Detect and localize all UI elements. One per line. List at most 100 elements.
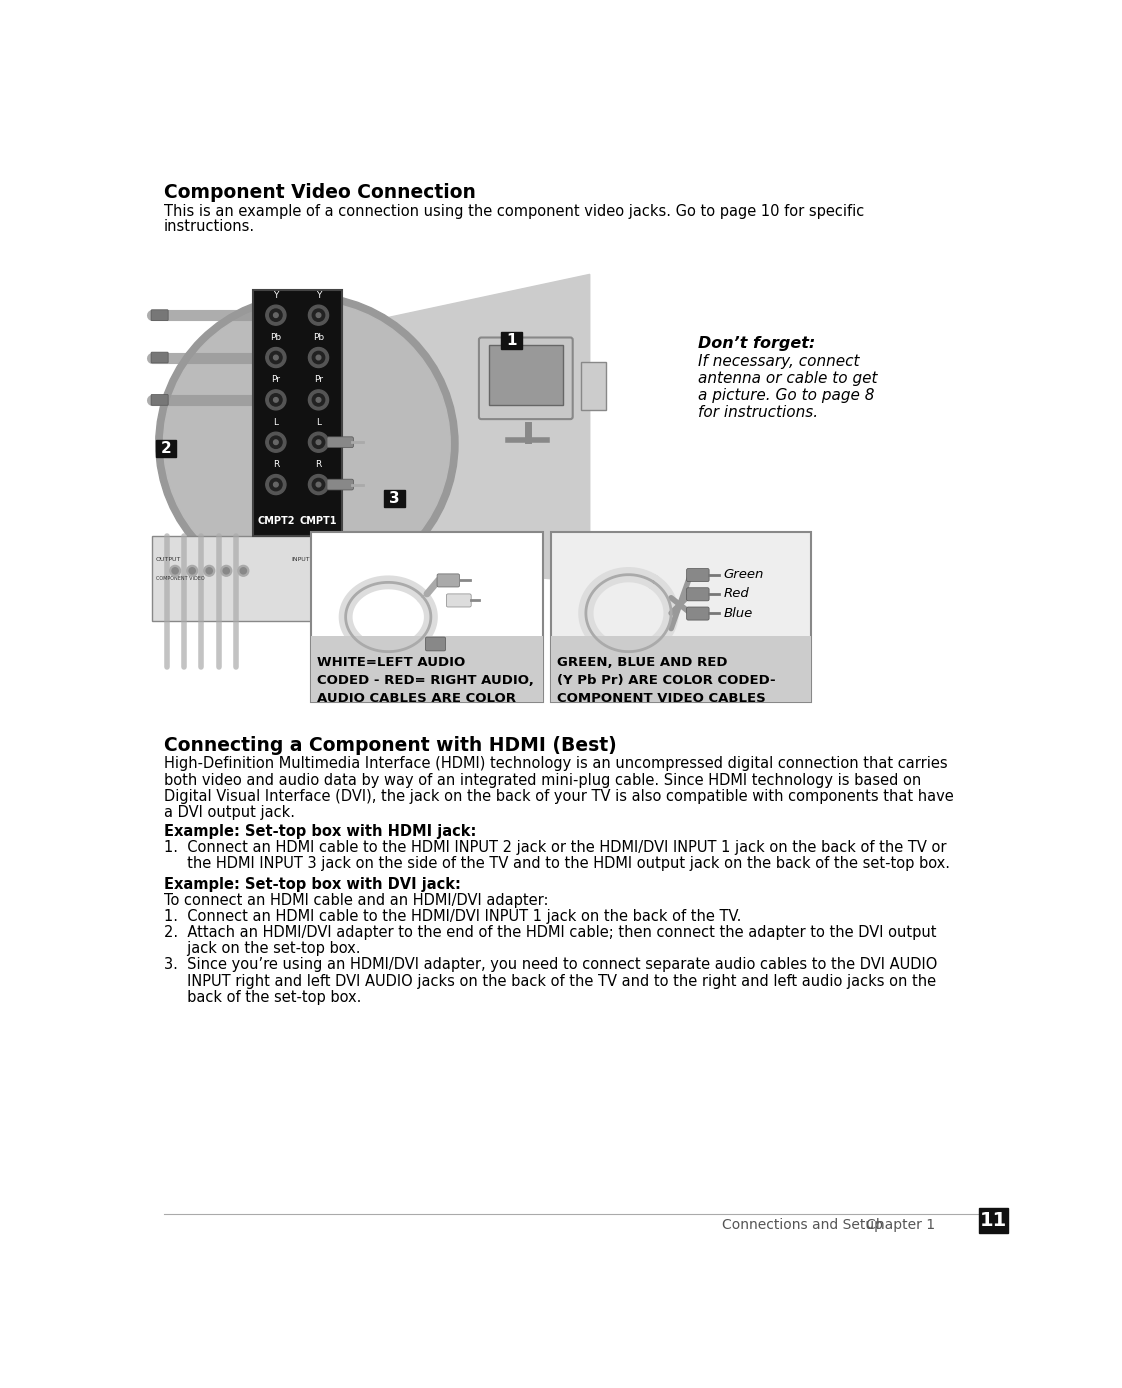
Text: VIDEO  L  AUDIO  R  S-VIDEO: VIDEO L AUDIO R S-VIDEO xyxy=(322,547,401,552)
Text: Pr: Pr xyxy=(314,376,323,384)
Text: Don’t forget:: Don’t forget: xyxy=(698,336,816,351)
Circle shape xyxy=(223,568,229,573)
Text: 2: 2 xyxy=(160,441,172,455)
FancyBboxPatch shape xyxy=(551,636,810,702)
Circle shape xyxy=(321,565,332,576)
Text: Connecting a Component with HDMI (Best): Connecting a Component with HDMI (Best) xyxy=(164,737,616,755)
Circle shape xyxy=(164,301,450,586)
Text: AUDIO CABLES ARE COLOR: AUDIO CABLES ARE COLOR xyxy=(316,693,516,705)
Text: INPUT right and left DVI AUDIO jacks on the back of the TV and to the right and : INPUT right and left DVI AUDIO jacks on … xyxy=(164,973,936,988)
Circle shape xyxy=(309,432,329,452)
Text: 2.  Attach an HDMI/DVI adapter to the end of the HDMI cable; then connect the ad: 2. Attach an HDMI/DVI adapter to the end… xyxy=(164,924,936,940)
Circle shape xyxy=(221,565,232,576)
Circle shape xyxy=(309,305,329,325)
Text: 1.  Connect an HDMI cable to the HDMI/DVI INPUT 1 jack on the back of the TV.: 1. Connect an HDMI cable to the HDMI/DVI… xyxy=(164,909,741,924)
Circle shape xyxy=(316,397,321,403)
Text: This is an example of a connection using the component video jacks. Go to page 1: This is an example of a connection using… xyxy=(164,204,864,218)
Text: R: R xyxy=(273,461,279,469)
Circle shape xyxy=(266,432,286,452)
Circle shape xyxy=(269,310,282,322)
Text: White: White xyxy=(482,594,519,607)
FancyBboxPatch shape xyxy=(438,573,460,587)
Circle shape xyxy=(312,479,324,491)
Circle shape xyxy=(190,568,195,573)
Text: (Y Pb Pr) ARE COLOR CODED-: (Y Pb Pr) ARE COLOR CODED- xyxy=(558,675,775,687)
Text: back of the set-top box.: back of the set-top box. xyxy=(164,990,361,1005)
Text: CMPT1: CMPT1 xyxy=(300,516,338,526)
Text: To connect an HDMI cable and an HDMI/DVI adapter:: To connect an HDMI cable and an HDMI/DVI… xyxy=(164,892,548,908)
Circle shape xyxy=(269,351,282,364)
Circle shape xyxy=(269,394,282,407)
Text: Example: Set-top box with DVI jack:: Example: Set-top box with DVI jack: xyxy=(164,876,460,891)
Circle shape xyxy=(337,565,347,576)
Text: a DVI output jack.: a DVI output jack. xyxy=(164,805,294,820)
Text: Example: Set-top box with HDMI jack:: Example: Set-top box with HDMI jack: xyxy=(164,824,476,840)
Circle shape xyxy=(312,310,324,322)
FancyBboxPatch shape xyxy=(327,479,353,490)
Text: 1: 1 xyxy=(506,333,517,348)
Text: CMPT2: CMPT2 xyxy=(257,516,295,526)
Text: L: L xyxy=(274,418,278,428)
Text: a picture. Go to page 8: a picture. Go to page 8 xyxy=(698,389,875,404)
Text: High-Definition Multimedia Interface (HDMI) technology is an uncompressed digita: High-Definition Multimedia Interface (HD… xyxy=(164,756,947,772)
Circle shape xyxy=(206,568,212,573)
Text: Red: Red xyxy=(473,573,498,587)
FancyBboxPatch shape xyxy=(385,490,405,507)
Circle shape xyxy=(266,305,286,325)
FancyBboxPatch shape xyxy=(978,1209,1009,1233)
Text: 3: 3 xyxy=(389,491,399,507)
Text: 3.  Since you’re using an HDMI/DVI adapter, you need to connect separate audio c: 3. Since you’re using an HDMI/DVI adapte… xyxy=(164,958,937,973)
Text: Pb: Pb xyxy=(270,333,282,341)
Text: Component Video Connection: Component Video Connection xyxy=(164,183,476,203)
Text: Y: Y xyxy=(273,290,278,300)
Circle shape xyxy=(316,440,321,444)
FancyBboxPatch shape xyxy=(447,594,471,607)
FancyBboxPatch shape xyxy=(551,533,810,702)
Text: 11: 11 xyxy=(980,1212,1008,1230)
Circle shape xyxy=(156,294,458,594)
FancyBboxPatch shape xyxy=(311,533,543,702)
Circle shape xyxy=(186,565,197,576)
FancyBboxPatch shape xyxy=(687,607,709,620)
Circle shape xyxy=(352,565,362,576)
Circle shape xyxy=(266,347,286,368)
Text: Chapter 1: Chapter 1 xyxy=(853,1219,936,1233)
Circle shape xyxy=(316,482,321,487)
Text: WHITE=LEFT AUDIO: WHITE=LEFT AUDIO xyxy=(316,655,466,669)
Circle shape xyxy=(169,565,181,576)
Circle shape xyxy=(204,565,214,576)
Circle shape xyxy=(269,436,282,448)
FancyBboxPatch shape xyxy=(151,310,168,321)
Text: antenna or cable to get: antenna or cable to get xyxy=(698,372,877,386)
FancyBboxPatch shape xyxy=(156,440,176,457)
Circle shape xyxy=(312,351,324,364)
Circle shape xyxy=(274,312,278,318)
Text: jack on the set-top box.: jack on the set-top box. xyxy=(164,941,360,956)
Circle shape xyxy=(172,568,178,573)
FancyBboxPatch shape xyxy=(687,569,709,582)
Circle shape xyxy=(309,347,329,368)
Text: COMPONENT VIDEO CABLES: COMPONENT VIDEO CABLES xyxy=(558,693,766,705)
Circle shape xyxy=(274,440,278,444)
FancyBboxPatch shape xyxy=(479,337,572,419)
Circle shape xyxy=(309,390,329,409)
FancyBboxPatch shape xyxy=(151,394,168,405)
Text: R: R xyxy=(315,461,322,469)
FancyBboxPatch shape xyxy=(311,636,543,702)
Text: CODED - RED= RIGHT AUDIO,: CODED - RED= RIGHT AUDIO, xyxy=(316,675,534,687)
Circle shape xyxy=(274,397,278,403)
Text: Y: Y xyxy=(315,290,321,300)
Circle shape xyxy=(309,475,329,494)
Circle shape xyxy=(312,394,324,407)
Circle shape xyxy=(274,482,278,487)
Polygon shape xyxy=(338,275,590,583)
Text: GREEN, BLUE AND RED: GREEN, BLUE AND RED xyxy=(558,655,728,669)
Circle shape xyxy=(316,355,321,359)
Circle shape xyxy=(269,479,282,491)
Text: Blue: Blue xyxy=(724,607,753,619)
Circle shape xyxy=(266,475,286,494)
Text: OUTPUT: OUTPUT xyxy=(156,557,181,562)
Text: both video and audio data by way of an integrated mini-plug cable. Since HDMI te: both video and audio data by way of an i… xyxy=(164,773,921,787)
Text: Digital Visual Interface (DVI), the jack on the back of your TV is also compatib: Digital Visual Interface (DVI), the jack… xyxy=(164,788,954,804)
Text: If necessary, connect: If necessary, connect xyxy=(698,354,859,369)
